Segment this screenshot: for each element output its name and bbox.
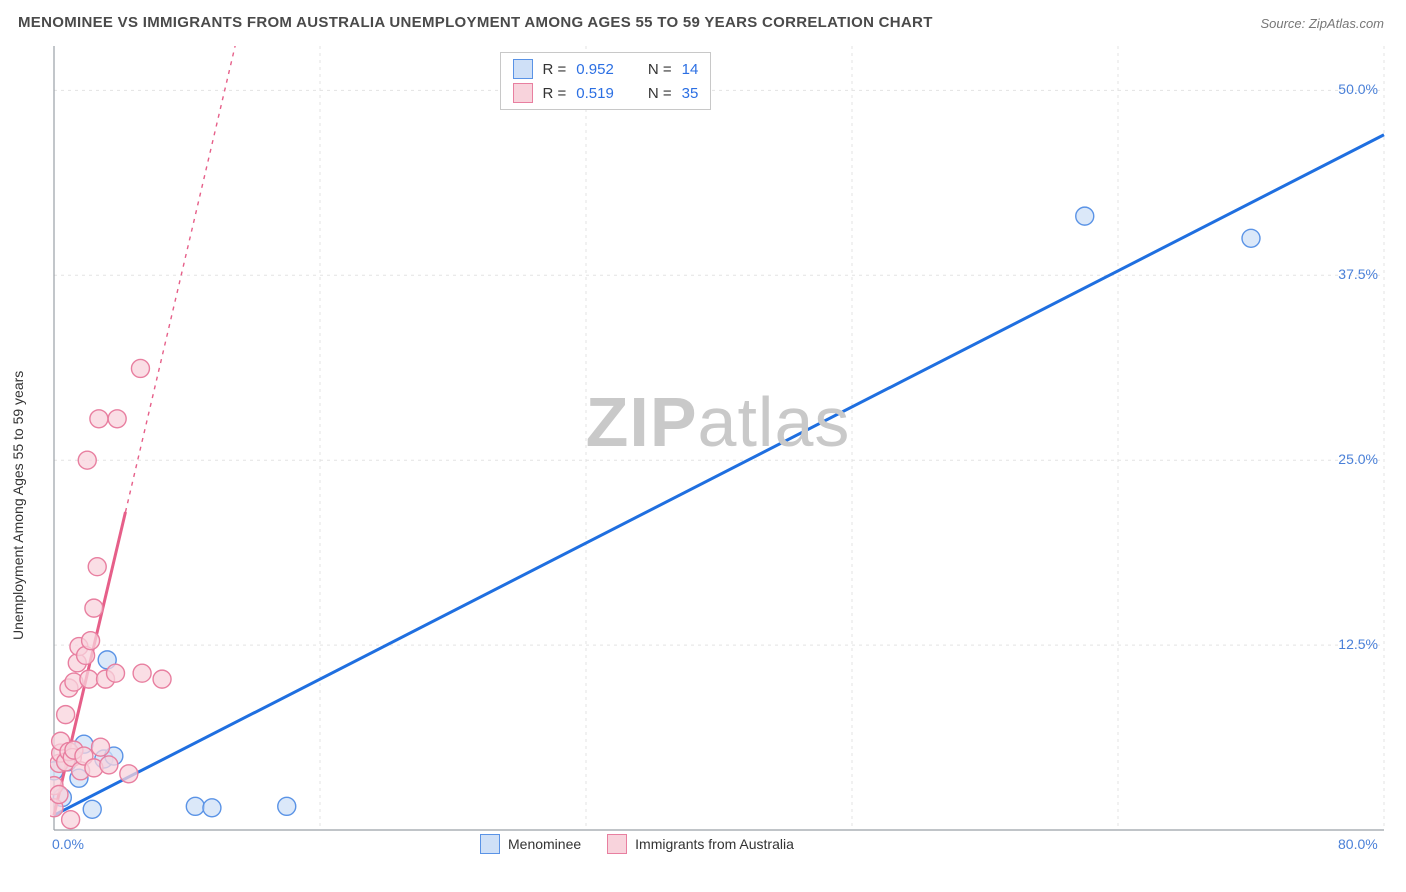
x-tick-label: 0.0% (52, 836, 84, 852)
legend-n-value: 35 (682, 85, 699, 102)
x-tick-label: 80.0% (1338, 836, 1378, 852)
y-axis-label: Unemployment Among Ages 55 to 59 years (10, 371, 26, 640)
legend-swatch (513, 83, 533, 103)
y-tick-label: 12.5% (1338, 636, 1378, 652)
legend-r-value: 0.952 (576, 61, 614, 78)
legend-n-label: N = (648, 61, 672, 78)
source-attribution: Source: ZipAtlas.com (1260, 16, 1384, 31)
series-legend-item: Menominee (480, 834, 581, 854)
correlation-legend: R = 0.952 N = 14 R = 0.519 N = 35 (500, 52, 712, 110)
legend-swatch (480, 834, 500, 854)
series-legend: Menominee Immigrants from Australia (480, 834, 794, 854)
series-legend-item: Immigrants from Australia (607, 834, 794, 854)
legend-r-value: 0.519 (576, 85, 614, 102)
y-tick-label: 37.5% (1338, 266, 1378, 282)
legend-swatch (607, 834, 627, 854)
legend-n-value: 14 (682, 61, 699, 78)
legend-swatch (513, 59, 533, 79)
legend-row: R = 0.519 N = 35 (513, 83, 699, 103)
y-tick-label: 25.0% (1338, 451, 1378, 467)
plot-svg (50, 46, 1386, 846)
legend-n-label: N = (648, 85, 672, 102)
series-legend-label: Immigrants from Australia (635, 836, 794, 852)
scatter-plot: ZIPatlas R =0.952N =14R =0.519N =35 Meno… (50, 46, 1386, 846)
y-tick-label: 50.0% (1338, 81, 1378, 97)
legend-r-label: R = (543, 61, 567, 78)
page-title: MENOMINEE VS IMMIGRANTS FROM AUSTRALIA U… (18, 14, 933, 31)
legend-row: R = 0.952 N = 14 (513, 59, 699, 79)
series-legend-label: Menominee (508, 836, 581, 852)
legend-r-label: R = (543, 85, 567, 102)
